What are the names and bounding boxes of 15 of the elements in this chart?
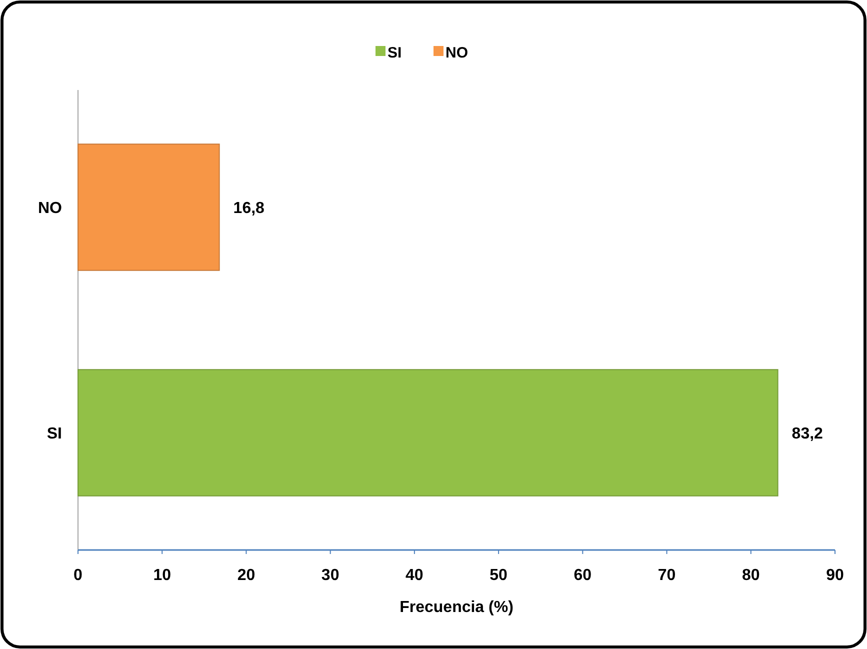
x-tick-label: 70 — [658, 567, 676, 584]
x-tick-label: 60 — [574, 567, 592, 584]
x-tick-label: 10 — [153, 567, 172, 584]
data-label: 83,2 — [792, 425, 824, 442]
legend-label: SI — [388, 44, 402, 62]
x-axis-title: Frecuencia (%) — [400, 599, 514, 616]
x-tick-label: 80 — [742, 567, 760, 584]
x-tick-label: 20 — [237, 567, 256, 584]
legend-label: NO — [446, 44, 468, 62]
x-tick-label: 90 — [826, 567, 844, 584]
data-label: 16,8 — [233, 200, 265, 217]
x-tick-label: 0 — [74, 567, 83, 584]
x-tick-label: 50 — [490, 567, 508, 584]
x-tick-label: 30 — [321, 567, 340, 584]
x-tick-label: 40 — [406, 567, 424, 584]
